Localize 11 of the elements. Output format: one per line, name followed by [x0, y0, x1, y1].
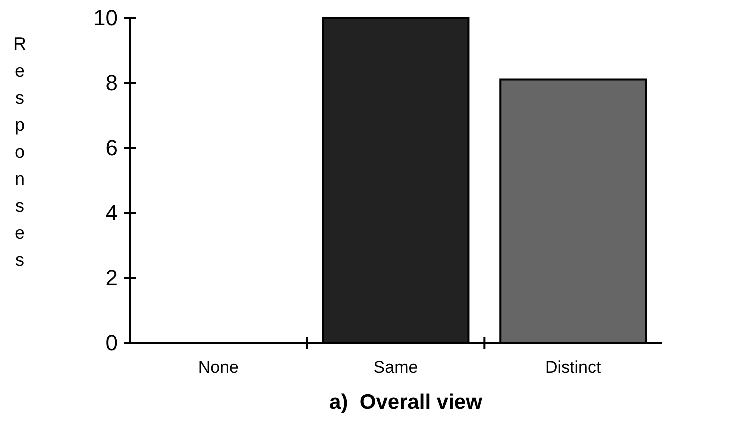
y-tick-label: 6 — [106, 136, 118, 161]
x-tick-label: Distinct — [545, 358, 602, 377]
y-tick-label: 4 — [106, 200, 118, 226]
x-tick-label: Same — [374, 358, 418, 377]
x-tick-label: None — [198, 358, 239, 377]
text: a) Overall view — [330, 391, 484, 414]
y-tick-label: 0 — [106, 330, 118, 356]
y-tick-label: 10 — [94, 6, 118, 31]
y-tick-label: 8 — [106, 70, 118, 96]
y-tick-label: 2 — [106, 266, 118, 291]
text: Responses — [14, 34, 26, 270]
